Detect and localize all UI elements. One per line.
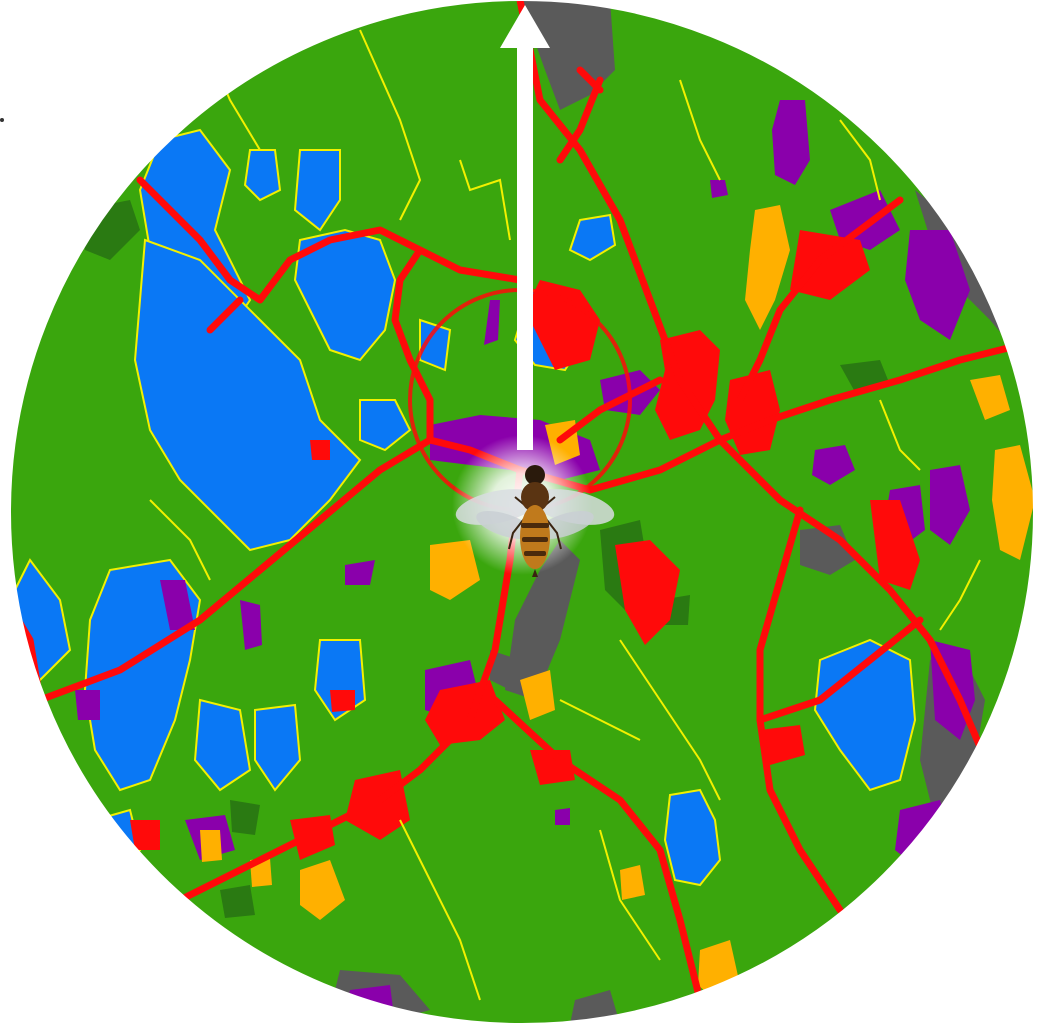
crop-patches [200, 205, 1034, 1000]
honeybee-icon [455, 465, 615, 577]
view-boundary [9, 0, 1035, 1024]
edge-mark [0, 118, 4, 122]
roads [10, 0, 1034, 1004]
parcel-lines [149, 29, 981, 1001]
north-arrow-icon [500, 5, 550, 450]
